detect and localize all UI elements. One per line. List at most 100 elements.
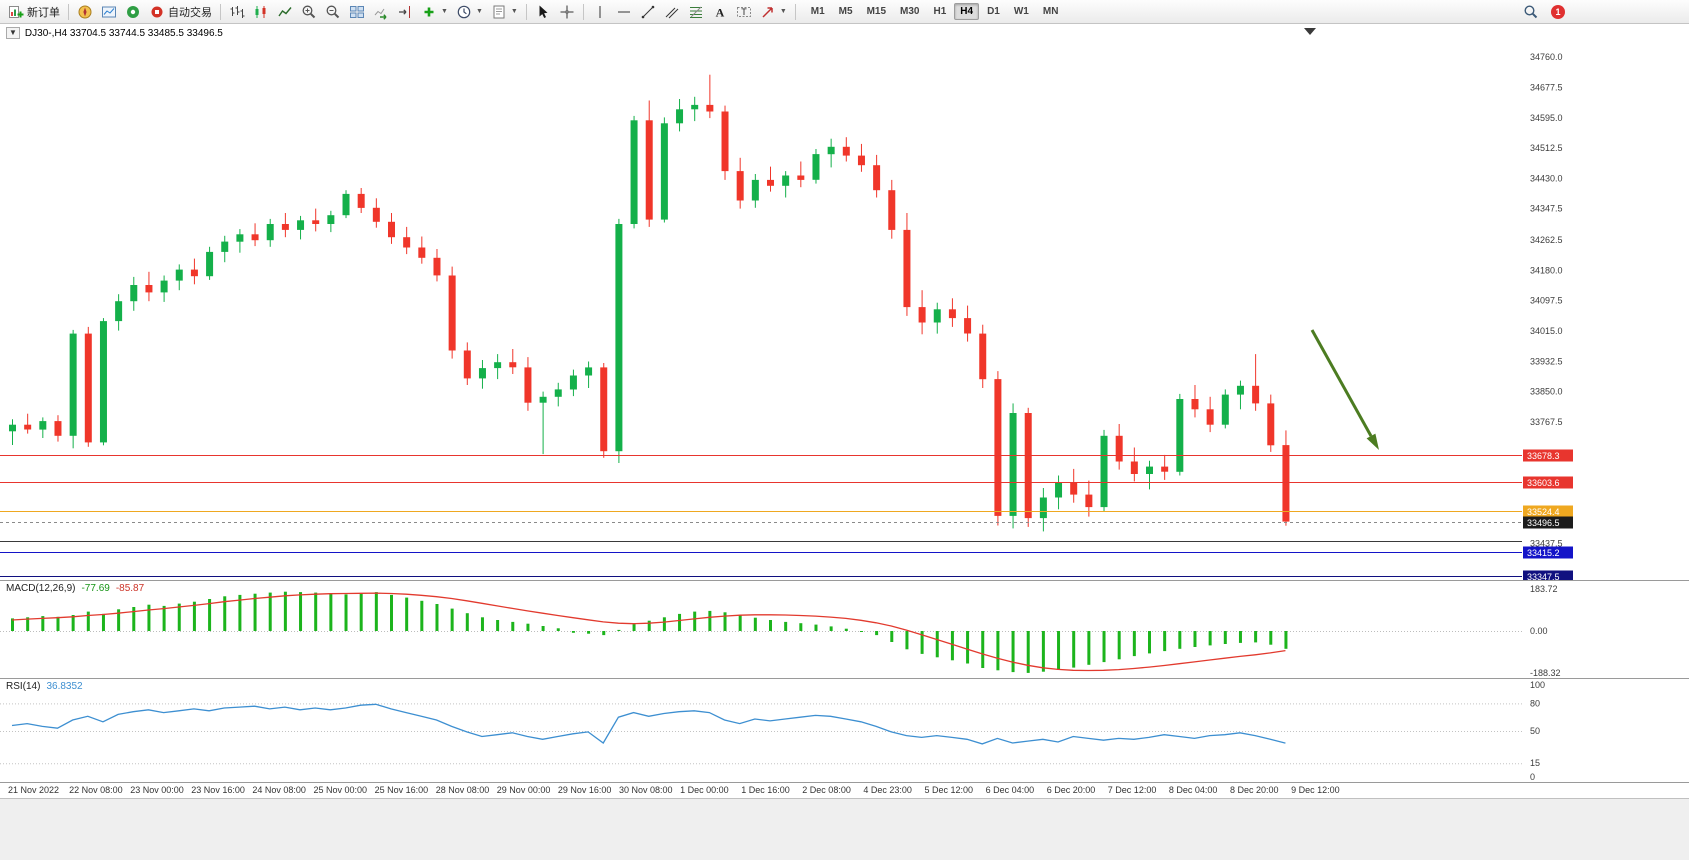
- macd-signal-line: [11, 592, 1286, 672]
- time-axis[interactable]: 21 Nov 2022 22 Nov 08:00 23 Nov 00:00 23 No…: [0, 782, 1689, 798]
- new-order-button[interactable]: 新订单: [4, 1, 64, 23]
- time-label: 28 Nov 08:00: [435, 785, 490, 795]
- trend-arrow[interactable]: [1310, 329, 1379, 450]
- chart-menu-icon[interactable]: ▼: [6, 27, 20, 39]
- autotrading-icon: [151, 6, 163, 17]
- timeframe-w1[interactable]: W1: [1013, 6, 1029, 17]
- vertical-line-tool[interactable]: [588, 1, 612, 23]
- price-tag-33496.5: [1523, 516, 1573, 529]
- macd-canvas[interactable]: 183.72 0.00 -188.32: [0, 581, 1689, 678]
- timeframe-h4[interactable]: H4: [954, 3, 980, 20]
- text-tool[interactable]: A: [708, 1, 732, 23]
- autoscroll-icon: [374, 8, 387, 20]
- zoom-out-button[interactable]: [321, 1, 345, 23]
- svg-text:33603.6: 33603.6: [1527, 478, 1560, 488]
- chart-shift-icon: [399, 5, 410, 18]
- tile-windows-button[interactable]: [345, 1, 369, 23]
- price-axis-label: 33932.5: [1530, 356, 1563, 366]
- timeframe-m5[interactable]: M5: [838, 6, 853, 17]
- timeframe-h1[interactable]: H1: [933, 6, 947, 17]
- price-tag-33347.5: [1523, 570, 1573, 580]
- price-axis-label: 34595.0: [1530, 113, 1563, 123]
- new-chart-icon: [102, 6, 116, 17]
- price-tag-33415.2: [1523, 546, 1573, 559]
- svg-text:33678.3: 33678.3: [1527, 451, 1560, 461]
- price-axis-label: 34015.0: [1530, 326, 1563, 336]
- toolbar-separator: [525, 3, 527, 20]
- new-chart-button[interactable]: [97, 1, 121, 23]
- clock-icon: [457, 5, 471, 18]
- svg-text:33347.5: 33347.5: [1527, 572, 1560, 580]
- autotrading-button[interactable]: 自动交易: [145, 1, 216, 23]
- autoscroll-button[interactable]: [369, 1, 393, 23]
- fibonacci-icon: [689, 6, 702, 18]
- period-button[interactable]: ▼: [452, 1, 487, 23]
- line-chart-button[interactable]: [273, 1, 297, 23]
- channel-tool[interactable]: [660, 1, 684, 23]
- chart-shift-button[interactable]: [393, 1, 417, 23]
- compass-button[interactable]: [73, 1, 97, 23]
- dropdown-caret: ▼: [510, 8, 518, 15]
- dropdown-caret: ▼: [441, 8, 448, 15]
- macd-pane[interactable]: MACD(12,26,9) -77.69 -85.87 183.72 0.00 -1…: [0, 580, 1689, 678]
- price-axis-label: 34097.5: [1530, 296, 1563, 306]
- time-label: 1 Dec 00:00: [680, 785, 729, 795]
- chart-shift-marker[interactable]: [1304, 28, 1316, 35]
- add-indicator-button[interactable]: ▼: [417, 1, 452, 23]
- bar-chart-button[interactable]: [225, 1, 249, 23]
- crosshair-button[interactable]: [555, 1, 579, 23]
- macd-axis-label: 0.00: [1530, 626, 1548, 636]
- price-tag-33603.6: [1523, 476, 1573, 489]
- symbol-ohlc-readout: DJ30-,H4 33704.5 33744.5 33485.5 33496.5: [24, 27, 223, 39]
- new-order-label: 新订单: [27, 6, 60, 19]
- time-label: 8 Dec 20:00: [1230, 785, 1279, 795]
- time-label: 22 Nov 08:00: [69, 785, 123, 795]
- notification-badge[interactable]: 1: [1551, 4, 1565, 19]
- cursor-icon: [539, 5, 548, 18]
- trendline-tool[interactable]: [636, 1, 660, 23]
- chart-window: ▼ DJ30-,H4 33704.5 33744.5 33485.5 33496…: [0, 24, 1689, 860]
- timeframe-m30[interactable]: M30: [900, 6, 920, 17]
- community-button[interactable]: [121, 1, 145, 23]
- arrow-shape-icon: [762, 6, 773, 18]
- timeframe-m15[interactable]: M15: [866, 6, 887, 17]
- time-label: 9 Dec 12:00: [1291, 785, 1340, 795]
- price-tag-33678.3: [1523, 449, 1573, 462]
- time-label: 8 Dec 04:00: [1168, 785, 1218, 795]
- template-button[interactable]: ▼: [487, 1, 522, 23]
- time-label: 29 Nov 00:00: [496, 785, 551, 795]
- vertical-line-icon: [599, 5, 601, 18]
- main-chart-pane[interactable]: ▼ DJ30-,H4 33704.5 33744.5 33485.5 33496…: [0, 24, 1689, 580]
- horizontal-line-tool[interactable]: [612, 1, 636, 23]
- timeframe-m1[interactable]: M1: [810, 6, 825, 17]
- text-icon: A: [715, 5, 724, 19]
- fibonacci-tool[interactable]: [684, 1, 708, 23]
- macd-name: MACD(12,26,9): [6, 583, 76, 594]
- svg-text:33415.2: 33415.2: [1527, 548, 1560, 558]
- time-label: 21 Nov 2022: [8, 785, 60, 795]
- svg-text:A: A: [715, 5, 724, 19]
- time-label: 6 Dec 20:00: [1046, 785, 1096, 795]
- rsi-pane[interactable]: RSI(14) 36.8352 100 80 50 15 0: [0, 678, 1689, 782]
- rsi-canvas[interactable]: 100 80 50 15 0: [0, 679, 1689, 782]
- toolbar-right-group: 1: [1519, 1, 1565, 23]
- price-axis-label: 33767.5: [1530, 417, 1563, 427]
- rsi-axis-label: 100: [1530, 680, 1545, 690]
- time-label: 24 Nov 08:00: [252, 785, 306, 795]
- timeframe-mn[interactable]: MN: [1042, 6, 1059, 17]
- rsi-value: 36.8352: [46, 681, 83, 692]
- toolbar-separator: [220, 3, 221, 20]
- text-label-tool[interactable]: T: [732, 1, 756, 23]
- timeframe-group: M1 M5 M15 M30 H1 H4 D1 W1 MN: [804, 3, 1066, 20]
- timeframe-d1[interactable]: D1: [987, 6, 1000, 17]
- tile-windows-icon: [350, 5, 364, 18]
- zoom-in-button[interactable]: [297, 1, 321, 23]
- price-tag-33524.4: [1523, 505, 1573, 518]
- cursor-button[interactable]: [531, 1, 555, 23]
- price-axis-label: 34262.5: [1530, 235, 1563, 245]
- search-button[interactable]: [1519, 1, 1543, 23]
- price-axis-label: 34760.0: [1530, 52, 1563, 62]
- shapes-tool[interactable]: ▼: [756, 1, 791, 23]
- candlestick-chart-button[interactable]: [249, 1, 273, 23]
